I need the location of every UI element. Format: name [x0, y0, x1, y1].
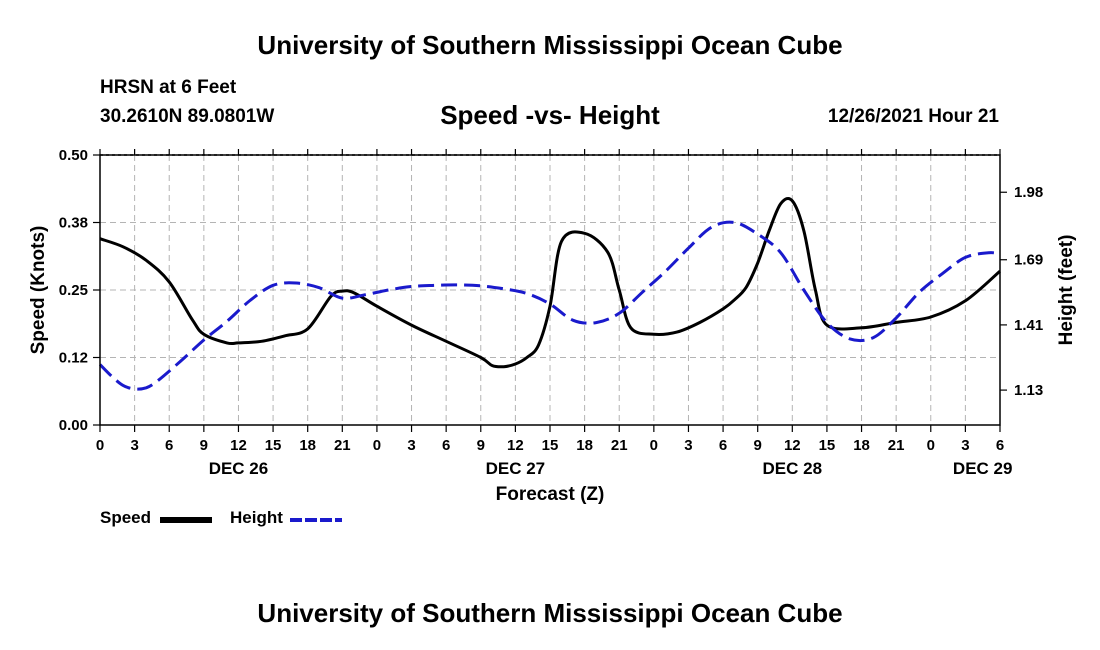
x-tick-label: 6: [442, 437, 450, 454]
x-tick-label: 3: [961, 437, 969, 454]
x-tick-label: 3: [684, 437, 692, 454]
datetime-label: 12/26/2021 Hour 21: [827, 106, 999, 127]
x-tick-label: 18: [299, 437, 316, 454]
x-tick-label: 9: [477, 437, 485, 454]
y2-tick-label: 1.69: [1014, 252, 1043, 269]
x-tick-label: 18: [853, 437, 870, 454]
series-height-line: [98, 220, 1001, 391]
y2-axis-label: Height (feet): [1056, 235, 1077, 346]
coordinates-label: 30.2610N 89.0801W: [100, 106, 275, 127]
y-tick-label: 0.50: [59, 147, 88, 164]
y-tick-label: 0.12: [59, 350, 88, 367]
y-tick-label: 0.38: [59, 215, 88, 232]
series-layer: [98, 197, 1001, 391]
y-tick-label: 0.00: [59, 417, 88, 434]
x-tick-label: 6: [719, 437, 727, 454]
x-tick-label: 0: [373, 437, 381, 454]
date-label: DEC 26: [209, 459, 269, 478]
x-tick-label: 12: [230, 437, 247, 454]
chart-svg: 0 3 6 9 12 15 18 21 0 3 6 9 12 15 18 21 0 3 6 9 12 15 18 21 0 3 6 D…: [28, 147, 1077, 505]
x-tick-label: 21: [888, 437, 905, 454]
x-tick-label: 3: [130, 437, 138, 454]
x-tick-label: 21: [334, 437, 351, 454]
y2-tick-label: 1.41: [1014, 317, 1043, 334]
x-tick-label: 9: [200, 437, 208, 454]
x-tick-label: 6: [165, 437, 173, 454]
legend-height-label: Height: [230, 508, 283, 527]
grid-layer: [100, 155, 1000, 425]
x-tick-label: 0: [96, 437, 104, 454]
x-tick-label: 15: [542, 437, 559, 454]
series-speed-line: [99, 197, 1001, 369]
y-axis-label: Speed (Knots): [28, 226, 49, 355]
x-tick-label: 15: [265, 437, 282, 454]
x-tick-label: 18: [576, 437, 593, 454]
x-tick-label: 6: [996, 437, 1004, 454]
main-title: University of Southern Mississippi Ocean…: [257, 30, 843, 60]
x-axis-label: Forecast (Z): [496, 484, 605, 505]
legend-height-swatch: [290, 518, 342, 522]
x-tick-label: 0: [650, 437, 658, 454]
date-label: DEC 29: [953, 459, 1013, 478]
x-tick-label: 21: [611, 437, 628, 454]
chart-title: Speed -vs- Height: [440, 100, 660, 130]
axis-layer: 0 3 6 9 12 15 18 21 0 3 6 9 12 15 18 21 0 3 6 9 12 15 18 21 0 3 6 D…: [59, 147, 1043, 478]
x-tick-label: 12: [784, 437, 801, 454]
legend-speed-label: Speed: [100, 508, 152, 527]
date-label: DEC 27: [486, 459, 546, 478]
legend-speed-swatch: [160, 517, 212, 523]
x-tick-label: 9: [754, 437, 762, 454]
y2-tick-label: 1.13: [1014, 382, 1043, 399]
x-tick-label: 15: [819, 437, 836, 454]
station-label: HRSN at 6 Feet: [100, 77, 237, 98]
date-label: DEC 28: [763, 459, 823, 478]
y2-tick-label: 1.98: [1014, 184, 1043, 201]
x-tick-label: 12: [507, 437, 524, 454]
y-tick-label: 0.25: [59, 282, 88, 299]
x-tick-label: 0: [927, 437, 935, 454]
footer-title: University of Southern Mississippi Ocean…: [257, 598, 843, 628]
x-tick-label: 3: [407, 437, 415, 454]
